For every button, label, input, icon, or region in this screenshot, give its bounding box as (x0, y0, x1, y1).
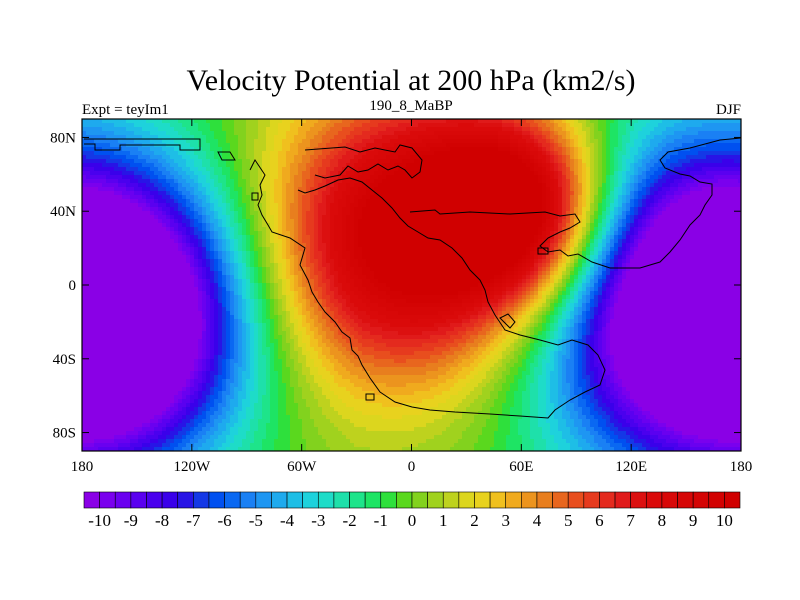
colorbar-swatch (442, 491, 460, 509)
colorbar-label: 9 (689, 511, 698, 530)
colorbar-label: 2 (470, 511, 479, 530)
colorbar-swatch (146, 491, 163, 509)
colorbar-swatch (380, 491, 397, 509)
x-tick-label: 180 (730, 459, 753, 475)
colorbar-swatch (521, 491, 538, 509)
colorbar-swatch (536, 491, 553, 509)
colorbar-swatch (224, 491, 241, 509)
colorbar-swatch (208, 491, 225, 509)
colorbar-label: -1 (374, 511, 388, 530)
colorbar-label: 10 (716, 511, 733, 530)
y-tick-label: 40S (53, 352, 76, 368)
colorbar-swatch (349, 491, 366, 509)
coastlines (84, 137, 741, 419)
colorbar-swatch (177, 491, 194, 509)
colorbar-label: -8 (155, 511, 169, 530)
x-tick-label: 60E (509, 459, 533, 475)
colorbar-swatch (396, 491, 413, 509)
x-tick-label: 0 (408, 459, 416, 475)
colorbar-swatch (614, 491, 631, 509)
season-label: DJF (716, 102, 741, 118)
colorbar-swatch (193, 491, 210, 509)
y-tick-label: 40N (50, 204, 76, 220)
x-tick-label: 180 (71, 459, 94, 475)
colorbar-swatch (474, 491, 491, 509)
colorbar-label: -7 (186, 511, 201, 530)
x-tick-label: 60W (287, 459, 317, 475)
colorbar-swatch (333, 491, 350, 509)
colorbar-label: -10 (88, 511, 111, 530)
colorbar-label: -2 (342, 511, 356, 530)
colorbar-swatch (599, 491, 616, 509)
colorbar-swatch (161, 491, 179, 509)
chart-title: Velocity Potential at 200 hPa (km2/s) (186, 64, 635, 97)
velocity-potential-field (82, 119, 741, 451)
colorbar-swatch (489, 491, 507, 509)
colorbar-swatch (411, 491, 428, 509)
colorbar-label: 7 (626, 511, 635, 530)
colorbar-swatch (692, 491, 710, 509)
y-tick-label: 80S (53, 426, 76, 442)
colorbar-label: -6 (217, 511, 231, 530)
colorbar-swatch (661, 491, 678, 509)
y-tick-label: 0 (69, 278, 77, 294)
colorbar-label: 5 (564, 511, 573, 530)
colorbar-swatch (130, 491, 147, 509)
y-tick-label: 80N (50, 130, 76, 146)
experiment-label: Expt = teyIm1 (82, 102, 169, 118)
colorbar-swatch (458, 491, 475, 509)
x-axis: 180 120W 60W 0 60E 120E 180 (71, 119, 753, 475)
colorbar-label: 3 (501, 511, 510, 530)
colorbar-swatch (114, 491, 132, 509)
colorbar-swatch (364, 491, 382, 509)
colorbar-swatch (427, 491, 444, 509)
colorbar-swatch (317, 491, 335, 509)
colorbar-swatch (271, 491, 288, 509)
colorbar-label: 4 (533, 511, 542, 530)
x-tick-label: 120E (615, 459, 647, 475)
colorbar-swatch (708, 491, 725, 509)
colorbar-label: -3 (311, 511, 325, 530)
colorbar-label: -4 (280, 511, 295, 530)
colorbar-swatch (567, 491, 585, 509)
colorbar: -10 -9 -8 -7 -6 -5 -4 -3 -2 -1 0 1 2 3 4 5 6 7 8 9 10 (83, 491, 741, 530)
colorbar-swatch (255, 491, 272, 509)
y-axis: 80N 40N 0 40S 80S (50, 130, 741, 442)
colorbar-swatch (302, 491, 319, 509)
colorbar-swatch (505, 491, 522, 509)
x-tick-label: 120W (173, 459, 211, 475)
colorbar-label: 8 (658, 511, 667, 530)
colorbar-label: 1 (439, 511, 448, 530)
run-label: 190_8_MaBP (369, 98, 452, 114)
colorbar-swatch (724, 491, 741, 509)
colorbar-label: -9 (124, 511, 138, 530)
colorbar-label: 0 (408, 511, 417, 530)
colorbar-swatch (239, 491, 257, 509)
colorbar-swatch (99, 491, 116, 509)
colorbar-swatch (630, 491, 647, 509)
colorbar-label: 6 (595, 511, 604, 530)
colorbar-swatch (286, 491, 303, 509)
colorbar-swatch (583, 491, 600, 509)
colorbar-swatch (677, 491, 694, 509)
colorbar-swatch (645, 491, 663, 509)
colorbar-label: -5 (249, 511, 263, 530)
colorbar-swatch (552, 491, 569, 509)
colorbar-swatch (83, 491, 100, 509)
